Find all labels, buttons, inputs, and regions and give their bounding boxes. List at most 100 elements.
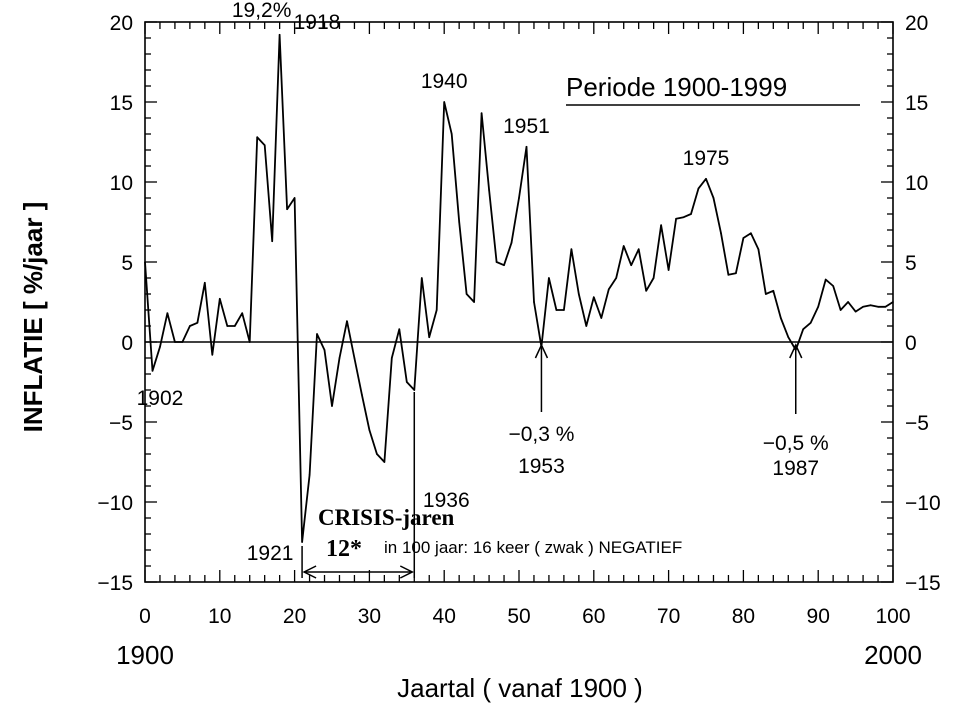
data-point	[488, 189, 490, 191]
y-tick-label-right: 10	[905, 172, 928, 195]
data-point	[219, 298, 221, 300]
annotations: 19,2%1918 1902 1921 1936 1940 1951 1975 −0,3 % 1…	[137, 0, 829, 579]
data-point	[376, 453, 378, 455]
data-point	[420, 277, 423, 279]
x-tick-label: 40	[433, 605, 456, 628]
data-point	[712, 197, 715, 199]
data-point	[854, 310, 857, 313]
annotation-arrowhead	[534, 343, 549, 359]
x-tick-label: 30	[358, 605, 381, 628]
crisis-note-text: in 100 jaar: 16 keer ( zwak ) NEGATIEF	[384, 538, 682, 557]
data-point	[368, 429, 371, 431]
data-point	[757, 248, 760, 250]
axes: 0 10 20 30 40 50 60 70 80 90 100 −15 −15 −10 −10 −5 −5 0 0…	[97, 12, 940, 628]
annotation-label: 1953	[518, 455, 565, 478]
data-point	[772, 290, 775, 292]
data-point	[338, 357, 341, 359]
data-point	[353, 357, 356, 359]
data-point	[301, 541, 303, 543]
data-point	[271, 240, 273, 242]
y-tick-label-right: 0	[905, 332, 917, 355]
data-point	[690, 213, 692, 215]
data-point	[518, 197, 520, 199]
data-point	[667, 269, 670, 271]
annotation-label: −0,3 %	[508, 423, 574, 446]
data-point	[563, 309, 565, 311]
y-tick-label-right: 5	[905, 252, 917, 275]
data-point	[159, 346, 161, 348]
y-tick-label-left: 15	[110, 92, 133, 115]
annotation-label: 1940	[421, 70, 468, 93]
crisis-arrowhead-left	[302, 565, 317, 579]
plot-area	[144, 21, 894, 583]
data-point	[480, 112, 483, 114]
data-point	[742, 237, 745, 239]
data-point	[585, 325, 588, 327]
data-point	[720, 232, 722, 234]
data-point	[525, 146, 528, 148]
data-point	[630, 264, 632, 267]
data-point	[809, 322, 812, 324]
y-tick-label-right: −5	[905, 412, 929, 435]
annotation-label: 1951	[503, 115, 550, 138]
crisis-label: CRISIS-jaren	[318, 505, 455, 530]
annotation-label: 1936	[423, 489, 470, 512]
data-point	[211, 354, 214, 356]
y-tick-label-left: 20	[110, 12, 133, 35]
data-point	[727, 274, 730, 276]
data-point	[435, 309, 438, 311]
data-point	[331, 405, 333, 407]
data-point	[189, 325, 191, 327]
data-point	[226, 325, 229, 327]
data-point	[503, 264, 505, 267]
y-tick-label-right: 20	[905, 12, 928, 35]
x-tick-label: 90	[807, 605, 830, 628]
annotation-label: 1902	[137, 387, 184, 410]
chart-title: Periode 1900-1999	[566, 72, 787, 102]
data-point	[548, 277, 550, 279]
data-point	[181, 341, 184, 343]
data-point	[406, 381, 408, 383]
data-point	[705, 178, 707, 180]
annotation-label: 1987	[772, 457, 819, 480]
series-inflation	[144, 33, 894, 543]
y-tick-label-left: 5	[121, 252, 133, 275]
data-point	[144, 261, 146, 263]
annotation-arrowhead	[789, 343, 803, 359]
annotation-label: 1975	[683, 147, 730, 170]
data-point	[697, 187, 700, 190]
y-axis-label: INFLATIE [ %/jaar ]	[18, 202, 48, 433]
data-point	[533, 301, 535, 303]
y-tick-label-left: 10	[110, 172, 133, 195]
data-point	[308, 474, 311, 476]
data-point	[398, 328, 401, 331]
data-point	[675, 218, 677, 220]
data-point	[196, 322, 199, 324]
x-tick-label: 50	[507, 605, 530, 628]
data-point	[824, 278, 827, 281]
data-point	[892, 301, 894, 303]
data-point	[233, 325, 236, 327]
x-tick-label: 60	[582, 605, 605, 628]
annotation-label: 1921	[247, 542, 294, 565]
data-point	[443, 101, 446, 103]
x-tick-label: 10	[208, 605, 231, 628]
x-tick-label: 100	[875, 605, 910, 628]
data-point	[877, 306, 879, 308]
data-point	[682, 216, 685, 218]
data-point	[884, 306, 887, 308]
data-point	[555, 309, 558, 311]
data-point	[174, 341, 176, 343]
y-tick-label-right: 15	[905, 92, 928, 115]
data-point	[839, 309, 842, 311]
data-point	[847, 301, 849, 303]
data-point	[645, 290, 647, 292]
data-point	[166, 312, 169, 315]
data-point	[151, 370, 154, 372]
data-point	[495, 261, 498, 263]
annotation-label: −0,5 %	[763, 432, 829, 455]
data-point	[361, 394, 363, 396]
data-point	[391, 357, 393, 359]
crisis-note-bold: 12*	[326, 536, 362, 562]
